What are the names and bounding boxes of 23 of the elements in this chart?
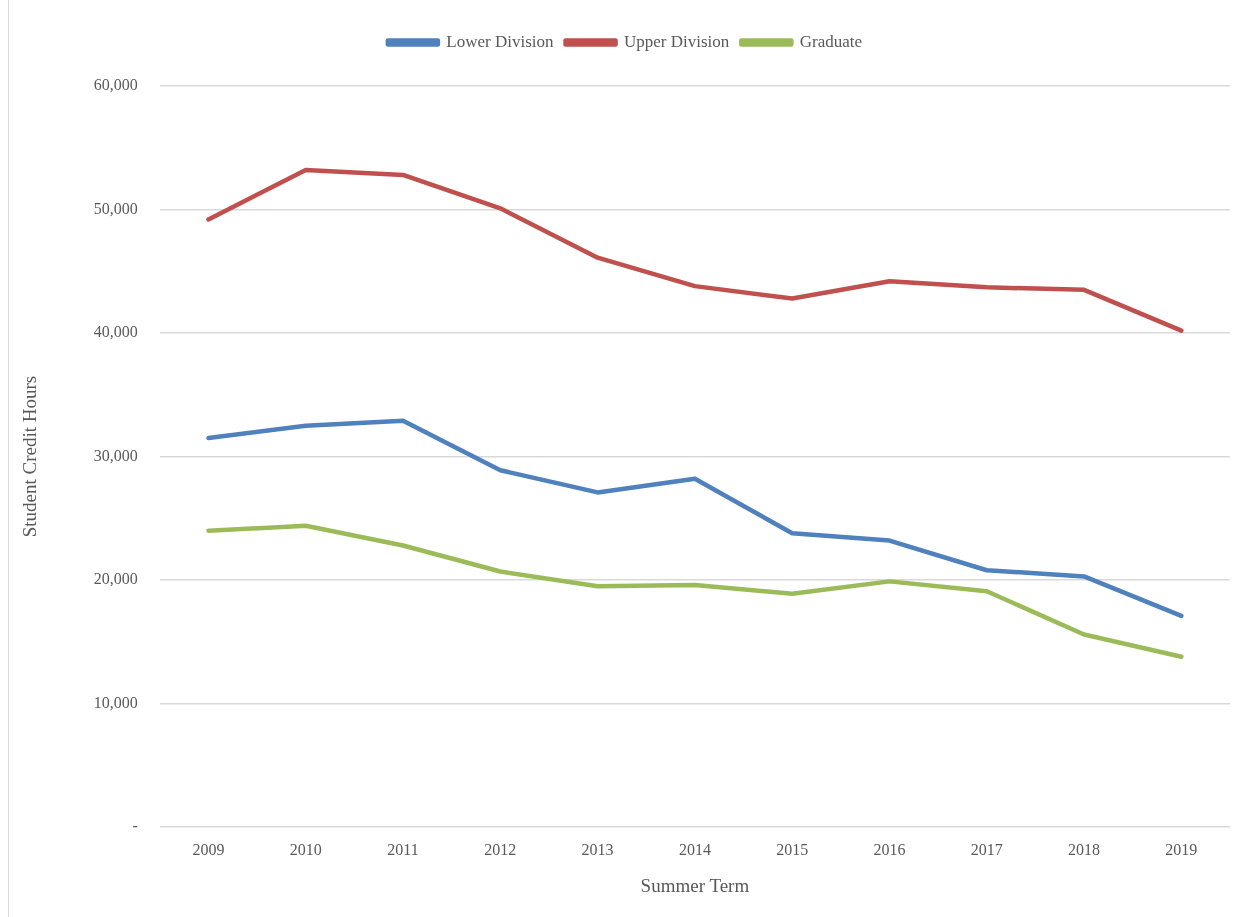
y-tick-label: 60,000 <box>93 76 138 94</box>
y-tick-label: 10,000 <box>93 693 138 711</box>
x-axis-title: Summer Term <box>640 874 750 896</box>
legend-label: Lower Division <box>446 31 555 51</box>
x-tick-label: 2010 <box>289 841 322 859</box>
x-tick-label: 2012 <box>484 841 517 859</box>
legend-label: Upper Division <box>624 31 730 51</box>
x-tick-label: 2013 <box>581 841 614 859</box>
y-tick-label: 30,000 <box>93 446 138 464</box>
x-tick-label: 2017 <box>970 841 1003 859</box>
y-tick-label: 40,000 <box>93 323 138 341</box>
x-tick-label: 2009 <box>192 841 225 859</box>
x-tick-label: 2016 <box>873 841 906 859</box>
x-tick-label: 2018 <box>1068 841 1101 859</box>
y-axis-title: Student Credit Hours <box>19 375 41 538</box>
x-tick-label: 2011 <box>387 841 419 859</box>
y-tick-label: - <box>132 817 138 835</box>
x-tick-label: 2019 <box>1165 841 1198 859</box>
legend-label: Graduate <box>799 31 863 51</box>
x-tick-label: 2014 <box>678 841 711 859</box>
y-tick-label: 50,000 <box>93 199 138 217</box>
y-tick-label: 20,000 <box>93 570 138 588</box>
x-tick-label: 2015 <box>776 841 809 859</box>
